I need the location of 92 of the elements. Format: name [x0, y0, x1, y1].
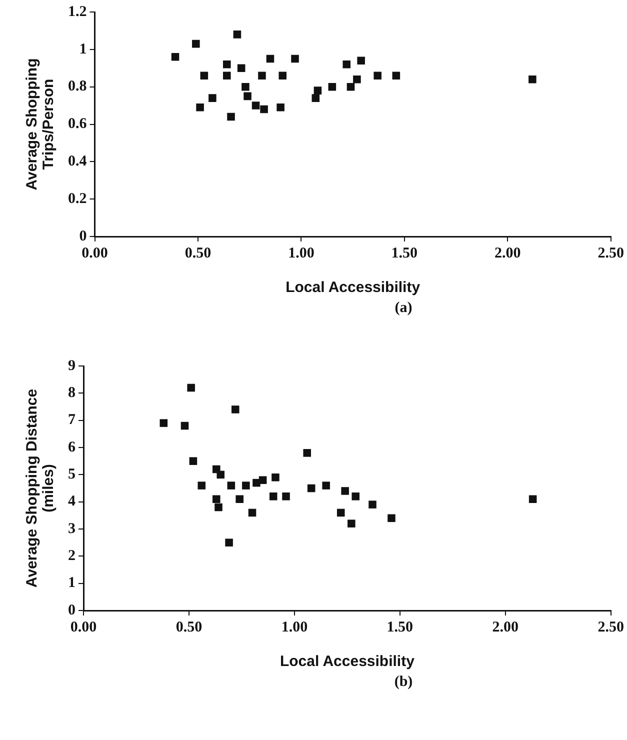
point: [388, 514, 396, 522]
x-tick-label: 1.50: [386, 619, 414, 636]
point: [180, 422, 189, 430]
point: [160, 419, 168, 427]
point: [216, 470, 225, 479]
point: [328, 82, 336, 91]
point: [237, 64, 246, 72]
point: [231, 406, 240, 414]
x-tick-label: 1.00: [281, 619, 308, 636]
point: [171, 53, 180, 61]
y-tick-label: 2: [68, 548, 76, 564]
point: [227, 112, 235, 121]
text: (b): [393, 674, 414, 692]
point: [278, 72, 287, 80]
y-tick-label: 7: [68, 412, 76, 428]
point: [336, 508, 345, 517]
y-tick-label: 9: [68, 358, 76, 374]
x-tick-label: 0.00: [82, 245, 108, 262]
x-tick-label: 0.50: [184, 245, 212, 262]
y-tick-label: 8: [68, 385, 76, 402]
x-axis-title: Local Accessibility: [286, 278, 421, 296]
point: [303, 449, 311, 457]
point: [342, 60, 351, 68]
point: [214, 503, 222, 512]
x-tick-label: 2.00: [494, 245, 521, 262]
y-axis-title: Average Shopping Trips/Person: [23, 58, 57, 190]
point: [341, 487, 349, 495]
y-tick-label: 0.6: [68, 116, 88, 132]
point: [353, 75, 361, 84]
point: [208, 94, 216, 102]
point: [307, 484, 316, 492]
point: [187, 384, 195, 392]
y-tick-label: 3: [68, 520, 76, 537]
point: [242, 482, 250, 490]
point: [236, 495, 244, 504]
y-tick-label: 5: [68, 466, 76, 483]
y-tick-label: 0.2: [68, 190, 87, 207]
text: (a): [394, 300, 414, 318]
point: [282, 492, 290, 500]
point: [276, 104, 284, 112]
point: [528, 75, 536, 84]
point: [348, 520, 356, 528]
x-tick-label: 1.50: [391, 245, 418, 262]
point: [258, 72, 266, 80]
point: [374, 72, 382, 80]
point: [233, 30, 242, 38]
point: [346, 82, 355, 91]
y-tick-label: 0.8: [68, 78, 87, 95]
point: [189, 457, 198, 465]
y-tick-label: 6: [68, 439, 76, 456]
y-tick-label: 1.2: [68, 4, 87, 20]
point: [198, 482, 206, 490]
point: [244, 92, 252, 100]
y-axis-title: Average Shopping Distance (miles): [23, 388, 57, 588]
point: [266, 54, 274, 63]
y-tick-label: 0.4: [68, 154, 88, 170]
x-tick-label: 0.50: [176, 619, 202, 636]
x-axis-title: Local Accessibility: [280, 652, 416, 670]
y-tick-label: 1: [68, 575, 76, 592]
point: [291, 54, 299, 63]
point: [248, 508, 256, 517]
x-tick-label: 1.00: [288, 245, 314, 262]
y-tick-label: 4: [68, 494, 76, 510]
point: [242, 82, 250, 91]
y-tick-label: 1: [79, 41, 87, 58]
point: [227, 482, 236, 490]
point: [392, 72, 400, 80]
point: [200, 72, 208, 80]
point: [222, 72, 231, 80]
x-tick-label: 2.50: [598, 245, 624, 262]
point: [312, 94, 320, 102]
point: [196, 104, 204, 112]
point: [322, 482, 330, 490]
point: [252, 102, 260, 110]
point: [212, 495, 220, 504]
point: [528, 495, 537, 504]
point: [352, 492, 360, 500]
point: [225, 538, 233, 546]
x-tick-label: 2.50: [598, 619, 624, 636]
point: [269, 492, 278, 500]
point: [368, 500, 376, 508]
y-tick-label: 0: [79, 228, 87, 244]
x-tick-label: 2.00: [492, 619, 519, 636]
point: [260, 105, 268, 114]
point: [272, 473, 280, 482]
point: [314, 86, 322, 94]
y-tick-label: 0: [68, 602, 76, 618]
point: [192, 40, 200, 48]
x-tick-label: 0.00: [70, 619, 97, 636]
point: [258, 476, 267, 484]
point: [357, 56, 365, 65]
point: [222, 60, 231, 68]
